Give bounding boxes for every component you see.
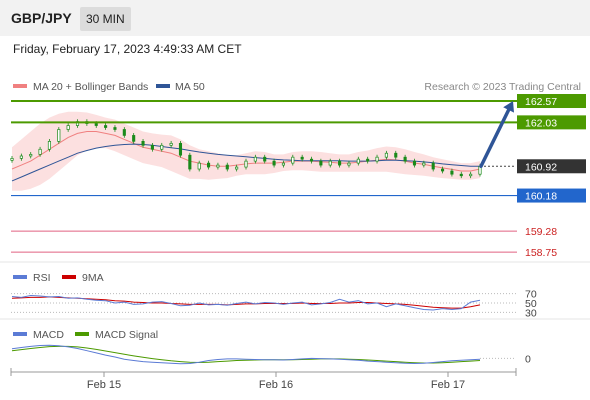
- macd-legend: MACD MACD Signal: [13, 329, 158, 341]
- price-candle: [57, 129, 61, 142]
- price-candle: [216, 164, 220, 168]
- resistance-badge: [517, 94, 586, 109]
- price-candle: [319, 160, 323, 166]
- x-tick-label: Feb 15: [87, 379, 121, 391]
- price-candle: [309, 158, 314, 162]
- macd-legend-label: MACD: [33, 329, 64, 341]
- rsi-level-label: 70: [525, 289, 537, 301]
- credit-label: Research © 2023 Trading Central: [424, 81, 581, 93]
- price-candle: [338, 160, 342, 166]
- macd-legend-swatch: [13, 332, 27, 336]
- price-candle: [300, 156, 304, 160]
- rsi-ma-legend-label: 9MA: [82, 272, 104, 284]
- price-candle: [422, 162, 426, 166]
- price-candle: [403, 156, 407, 162]
- ma50-legend-swatch: [156, 84, 170, 88]
- price-candle: [122, 129, 126, 136]
- price-candle: [272, 160, 276, 166]
- price-candle: [441, 168, 445, 172]
- top-bar: GBP/JPY 30 MIN: [0, 0, 590, 36]
- price-candle: [169, 142, 173, 146]
- rsi-legend: RSI 9MA: [13, 272, 104, 284]
- macd-zero-label: 0: [525, 353, 531, 365]
- price-candle: [356, 158, 360, 164]
- price-candle: [19, 155, 23, 159]
- price-candle: [38, 148, 42, 155]
- price-candle: [450, 170, 454, 175]
- chart-datetime: Friday, February 17, 2023 4:49:33 AM CET: [13, 42, 242, 56]
- support-label: 159.28: [525, 226, 557, 238]
- x-tick-label: Feb 17: [431, 379, 465, 391]
- price-candle: [347, 162, 351, 166]
- price-candle: [66, 125, 70, 130]
- price-candle: [178, 142, 183, 156]
- projection-arrow-shaft: [479, 108, 511, 169]
- bollinger-band: [12, 111, 480, 191]
- rsi-line: [11, 294, 481, 311]
- rsi-ma-line: [11, 296, 481, 309]
- price-candle: [244, 160, 248, 168]
- symbol-label: GBP/JPY: [11, 10, 72, 26]
- price-pane: 162.57 162.03 160.92 160.18 159.28 158.75: [10, 94, 586, 259]
- current-price-label: 160.92: [525, 161, 557, 173]
- x-tick-label: Feb 16: [259, 379, 293, 391]
- price-candle: [113, 127, 117, 130]
- price-candle: [132, 135, 136, 142]
- price-candle: [431, 162, 435, 170]
- macd-line: [11, 344, 481, 365]
- price-candle: [160, 144, 164, 150]
- resistance-label: 162.57: [525, 96, 557, 108]
- main-legend: MA 20 + Bollinger Bands MA 50 Research ©…: [13, 81, 581, 93]
- macd-pane: 0: [11, 344, 531, 365]
- price-candle: [366, 158, 370, 162]
- price-candle: [225, 164, 229, 170]
- price-candle: [291, 156, 295, 164]
- macd-signal-legend-swatch: [75, 332, 89, 336]
- price-candle: [469, 173, 473, 177]
- price-candle: [263, 156, 267, 162]
- price-candle: [47, 141, 51, 150]
- price-candle: [150, 144, 154, 150]
- price-candle: [281, 162, 285, 166]
- ma50-line: [11, 143, 480, 182]
- price-candle: [328, 160, 332, 166]
- rsi-ma-legend-swatch: [62, 275, 76, 279]
- resistance-label: 162.03: [525, 117, 557, 129]
- price-candle: [94, 123, 98, 126]
- resistance-badge: [517, 115, 586, 130]
- ma50-legend-label: MA 50: [175, 81, 205, 93]
- price-candle: [412, 160, 417, 166]
- timeframe-button[interactable]: 30 MIN: [80, 7, 131, 31]
- price-candle: [141, 141, 145, 146]
- price-candle: [459, 173, 463, 177]
- support-label: 158.75: [525, 247, 557, 259]
- ma20-legend-swatch: [13, 84, 27, 88]
- price-candle: [104, 125, 108, 128]
- price-candle: [10, 158, 14, 161]
- price-candle: [207, 162, 211, 168]
- price-candle: [188, 154, 192, 170]
- price-candle: [197, 162, 201, 170]
- price-candle: [394, 152, 398, 158]
- pivot-badge: [517, 188, 586, 203]
- projection-arrow-head: [503, 101, 514, 113]
- price-candle: [235, 166, 239, 170]
- macd-signal-line: [11, 345, 481, 364]
- rsi-legend-label: RSI: [33, 272, 51, 284]
- price-candle: [253, 156, 257, 162]
- ma20-legend-label: MA 20 + Bollinger Bands: [33, 81, 148, 93]
- pivot-label: 160.18: [525, 191, 557, 203]
- price-candle: [375, 156, 379, 162]
- rsi-legend-swatch: [13, 275, 27, 279]
- price-candle: [29, 154, 33, 157]
- current-price-badge: [517, 159, 586, 174]
- rsi-level-label: 30: [525, 307, 537, 319]
- macd-signal-legend-label: MACD Signal: [95, 329, 158, 341]
- rsi-level-label: 50: [525, 298, 537, 310]
- price-candle: [384, 152, 388, 158]
- x-axis: Feb 15 Feb 16 Feb 17: [10, 368, 517, 391]
